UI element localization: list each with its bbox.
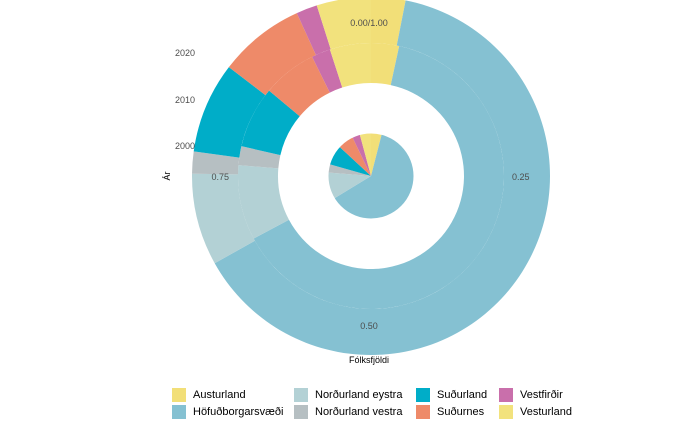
wedge-hofu-borgarsv-i-2000 (334, 134, 415, 220)
legend-label: Suðurland (437, 388, 488, 401)
legend-label: Norðurland eystra (315, 388, 403, 401)
legend-item-vesturland: Vesturland (499, 403, 589, 420)
wedge-nor-urland-vestra-2020 (192, 151, 240, 175)
wedge-vestfir-ir-2000 (352, 134, 371, 176)
legend-swatch (416, 404, 430, 419)
ring-tick-label-2010: 2010 (175, 95, 195, 105)
wedge-su-urland-2000 (329, 146, 371, 176)
wedge-nor-urland-vestra-2010 (238, 146, 281, 169)
legend-swatch (172, 387, 186, 402)
legend-item-vestfir-ir: Vestfirðir (499, 386, 589, 403)
legend-swatch (499, 404, 513, 419)
wedge-nor-urland-eystra-2020 (191, 173, 255, 264)
legend-swatch (416, 387, 430, 402)
legend-item-austurland: Austurland (172, 386, 294, 403)
legend-label: Norðurland vestra (315, 405, 403, 418)
ring-separator-1 (323, 128, 419, 224)
ring-separator-2 (278, 83, 464, 269)
theta-tick-label: 0.75 (211, 172, 229, 182)
wedge-su-urnes-2010 (269, 56, 330, 117)
wedge-vestfir-ir-2020 (296, 5, 331, 55)
ring-tick-label-2000: 2000 (175, 141, 195, 151)
wedge-su-urnes-2020 (228, 13, 316, 96)
wedge-vesturland-2010 (329, 43, 371, 88)
legend: Austurland Höfuðborgarsvæði Norðurland eys… (172, 386, 589, 420)
x-axis-title: Fólksfjöldi (349, 355, 389, 365)
wedge-layer (191, 0, 550, 356)
wedge-hofu-borgarsv-i-2010 (253, 46, 504, 309)
wedge-austurland-2000 (371, 133, 382, 176)
legend-label: Vestfirðir (520, 388, 563, 401)
wedge-nor-urland-eystra-2010 (238, 165, 289, 239)
wedge-nor-urland-eystra-2000 (328, 172, 371, 199)
wedge-su-urland-2010 (241, 90, 300, 156)
legend-swatch (499, 387, 513, 402)
wedge-austurland-2010 (371, 43, 400, 86)
wedge-vesturland-2000 (359, 133, 371, 176)
legend-swatch (172, 404, 186, 419)
legend-label: Suðurnes (437, 405, 485, 418)
y-axis-title: Ár (162, 171, 172, 180)
legend-label: Austurland (193, 388, 246, 401)
legend-item-nor-urland-vestra: Norðurland vestra (294, 403, 416, 420)
wedge-nor-urland-vestra-2000 (328, 164, 371, 176)
ring-tick-label-2020: 2020 (175, 48, 195, 58)
legend-swatch (294, 387, 308, 402)
wedge-su-urnes-2000 (339, 137, 371, 176)
wedge-vestfir-ir-2010 (312, 49, 343, 93)
legend-label: Vesturland (520, 405, 572, 418)
legend-item-nor-urland-eystra: Norðurland eystra (294, 386, 416, 403)
legend-item-su-urland: Suðurland (416, 386, 499, 403)
theta-tick-label: 0.00/1.00 (350, 18, 388, 28)
wedge-austurland-2020 (371, 0, 406, 46)
legend-item-su-urnes: Suðurnes (416, 403, 499, 420)
ring-tick-labels: 2000 2010 2020 (175, 48, 195, 151)
ring-separators (278, 83, 464, 269)
wedge-vesturland-2020 (316, 0, 371, 50)
theta-tick-label: 0.50 (360, 321, 378, 331)
wedge-su-urland-2020 (193, 67, 266, 158)
legend-swatch (294, 404, 308, 419)
theta-tick-labels: 0.00/1.00 0.25 0.50 0.75 (211, 18, 529, 331)
theta-tick-label: 0.25 (512, 172, 530, 182)
legend-label: Höfuðborgarsvæði (193, 405, 284, 418)
legend-item-hofu-borgarsv-i: Höfuðborgarsvæði (172, 403, 294, 420)
